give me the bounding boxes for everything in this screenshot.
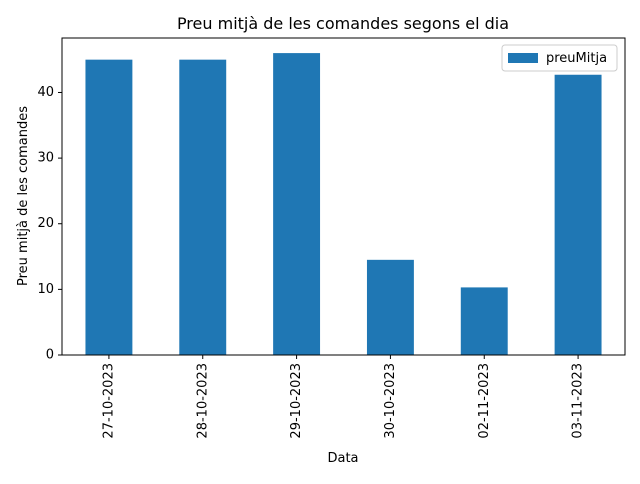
plot-frame <box>61 37 626 356</box>
legend-label: preuMitja <box>546 51 607 66</box>
bar-03-11-2023 <box>554 74 602 355</box>
bar-30-10-2023 <box>366 259 414 355</box>
legend-box <box>501 44 618 72</box>
y-axis-label: Preu mitjà de les comandes <box>16 106 31 286</box>
chart-title: Preu mitjà de les comandes segons el dia <box>177 14 509 33</box>
y-tick-label: 0 <box>46 348 54 363</box>
y-axis-ticks: 0 10 20 30 40 <box>37 85 62 363</box>
bar-29-10-2023 <box>273 53 321 355</box>
y-tick-label: 20 <box>37 216 54 231</box>
x-tick-label: 28-10-2023 <box>195 363 210 439</box>
bar-28-10-2023 <box>179 59 227 355</box>
x-tick-label: 03-11-2023 <box>571 363 586 439</box>
x-axis-ticks: 27-10-2023 28-10-2023 29-10-2023 30-10-2023… <box>101 355 586 439</box>
legend[interactable]: preuMitja <box>501 44 618 72</box>
x-tick-label: 02-11-2023 <box>477 363 492 439</box>
bar-02-11-2023 <box>460 287 508 355</box>
y-tick-label: 40 <box>37 85 54 100</box>
x-tick-label: 27-10-2023 <box>101 363 116 439</box>
x-tick-label: 29-10-2023 <box>289 363 304 439</box>
bar-27-10-2023 <box>85 59 133 355</box>
y-tick-label: 30 <box>37 151 54 166</box>
x-axis-label: Data <box>327 451 358 466</box>
bars-group <box>85 53 602 355</box>
x-tick-label: 30-10-2023 <box>383 363 398 439</box>
y-tick-label: 10 <box>37 282 54 297</box>
legend-swatch <box>508 53 538 63</box>
